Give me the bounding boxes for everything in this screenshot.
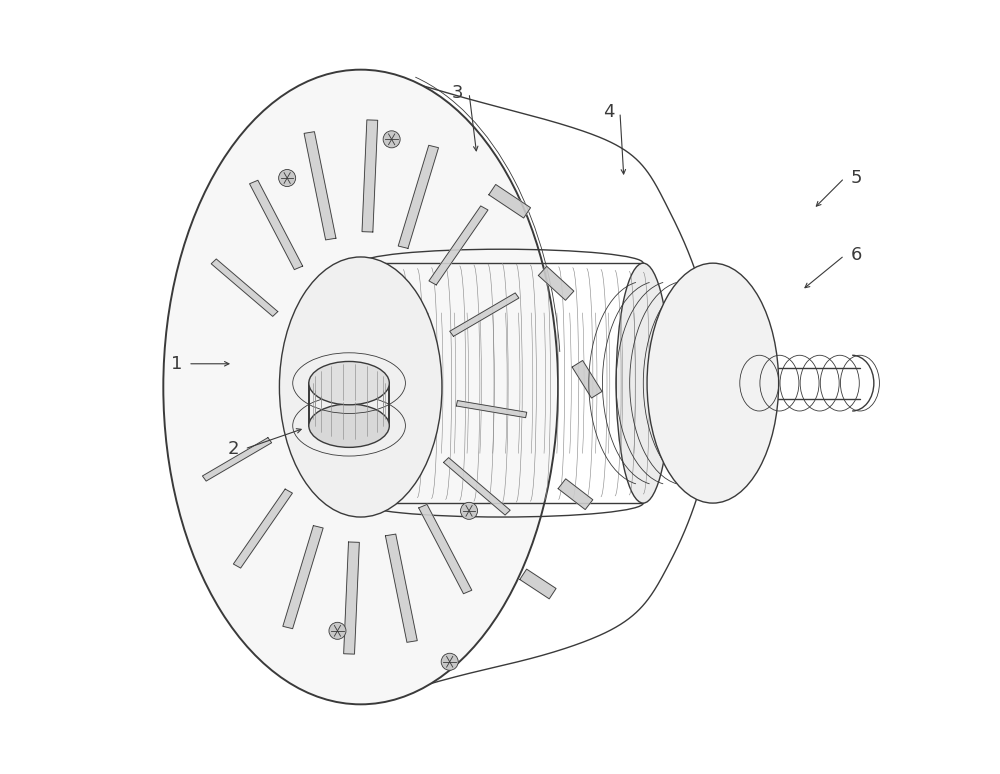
Ellipse shape xyxy=(309,361,389,405)
Polygon shape xyxy=(211,259,278,317)
Ellipse shape xyxy=(383,131,400,148)
Text: 2: 2 xyxy=(227,440,239,458)
Polygon shape xyxy=(398,146,438,248)
Polygon shape xyxy=(283,526,323,628)
Polygon shape xyxy=(304,132,336,240)
Polygon shape xyxy=(344,542,359,654)
Polygon shape xyxy=(385,534,417,642)
Polygon shape xyxy=(429,206,488,285)
Text: 3: 3 xyxy=(452,84,463,102)
Text: 4: 4 xyxy=(603,103,614,122)
Ellipse shape xyxy=(647,263,779,503)
Text: 6: 6 xyxy=(850,246,862,265)
Polygon shape xyxy=(456,401,527,418)
Polygon shape xyxy=(520,569,556,599)
Polygon shape xyxy=(233,489,292,568)
Polygon shape xyxy=(558,479,593,509)
Polygon shape xyxy=(489,184,531,218)
Ellipse shape xyxy=(163,70,558,704)
Polygon shape xyxy=(419,505,472,594)
Ellipse shape xyxy=(279,257,442,517)
Polygon shape xyxy=(572,361,602,398)
Ellipse shape xyxy=(616,263,670,503)
Polygon shape xyxy=(250,180,303,269)
Ellipse shape xyxy=(441,653,458,670)
Polygon shape xyxy=(202,437,272,481)
Ellipse shape xyxy=(329,622,346,639)
Text: 1: 1 xyxy=(171,354,182,373)
Ellipse shape xyxy=(279,170,296,187)
Polygon shape xyxy=(538,266,574,300)
Ellipse shape xyxy=(309,404,389,447)
Polygon shape xyxy=(450,293,519,337)
Text: 5: 5 xyxy=(850,169,862,187)
Polygon shape xyxy=(362,120,378,232)
Polygon shape xyxy=(444,457,510,515)
Ellipse shape xyxy=(461,502,478,519)
